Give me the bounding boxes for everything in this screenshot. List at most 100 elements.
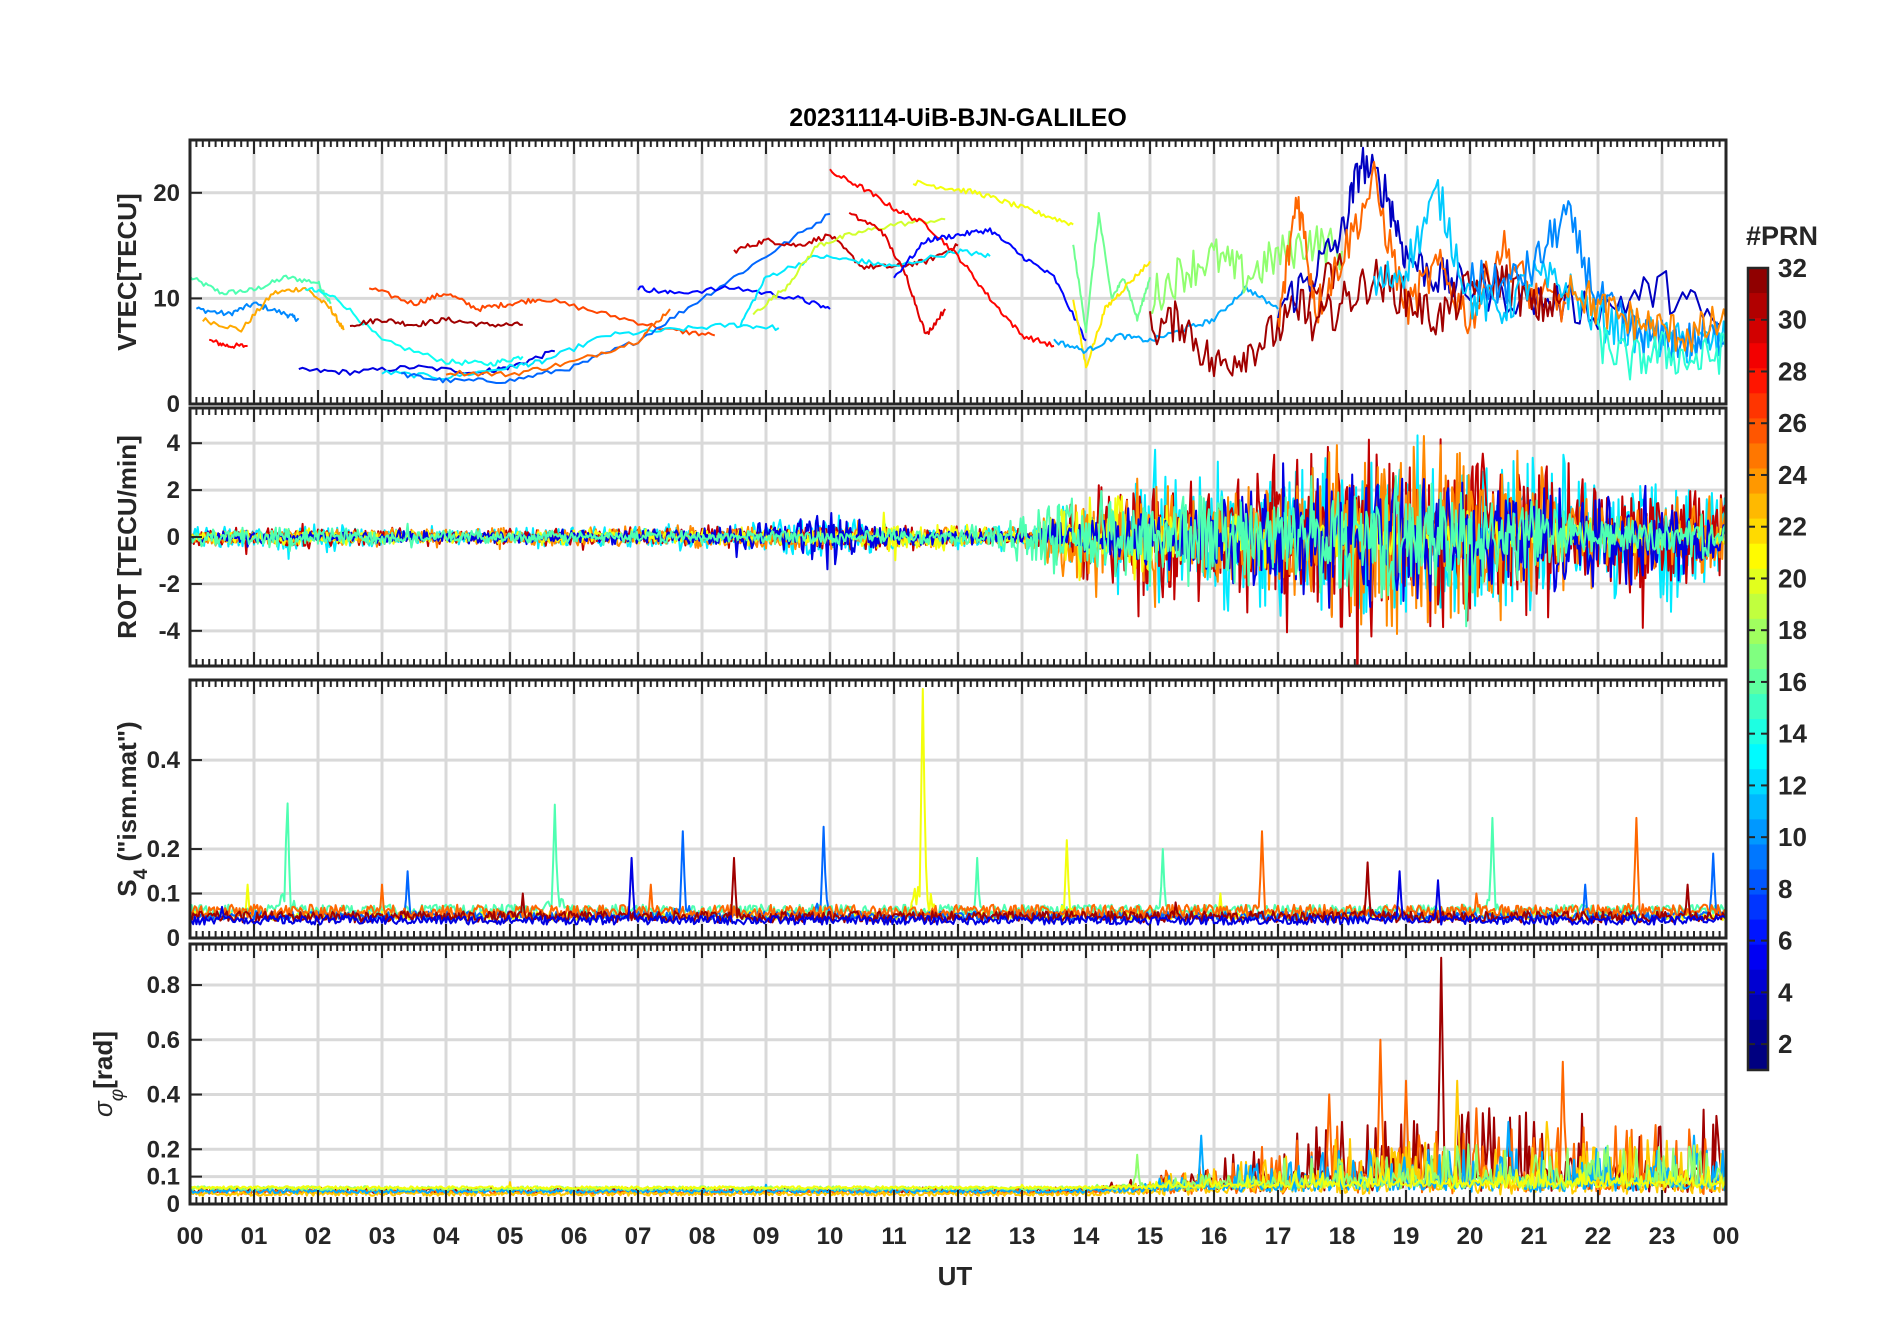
series-group-s4 — [190, 687, 1726, 926]
x-tick-label: 01 — [241, 1223, 268, 1250]
series-prn-4 — [190, 856, 1726, 926]
x-tick-label: 13 — [1009, 1223, 1036, 1250]
colorbar-segment — [1748, 794, 1768, 820]
x-tick-label: 00 — [177, 1223, 204, 1250]
x-tick-label: 15 — [1137, 1223, 1164, 1250]
x-tick-label: 23 — [1649, 1223, 1676, 1250]
series-prn-12 — [739, 248, 991, 327]
series-prn-15 — [190, 274, 332, 305]
colorbar-segment — [1748, 994, 1768, 1021]
y-axis-label-rest: [rad] — [88, 1031, 118, 1089]
colorbar-tick-label: 26 — [1778, 408, 1807, 438]
y-tick-label: 0 — [167, 524, 180, 551]
y-axis-label-main: σ — [88, 1100, 118, 1117]
x-tick-label: 08 — [689, 1223, 716, 1250]
x-tick-labels: 00 01 02 03 04 05 06 07 08 09 10 11 12 13 14 15 16 17 18 19… — [177, 1223, 1740, 1250]
x-tick-label: 22 — [1585, 1223, 1612, 1250]
colorbar-tick-label: 4 — [1778, 977, 1793, 1007]
colorbar-tick-label: 8 — [1778, 874, 1792, 904]
colorbar-segment — [1748, 493, 1768, 520]
y-tick-label: 0.1 — [147, 1164, 180, 1191]
colorbar-segment — [1748, 543, 1768, 570]
colorbar-segment — [1748, 443, 1768, 470]
y-tick-label: 0.2 — [147, 1136, 180, 1163]
colorbar-segment — [1748, 518, 1768, 545]
colorbar-tick-label: 30 — [1778, 305, 1807, 335]
x-tick-label: 07 — [625, 1223, 652, 1250]
colorbar-tick-label: 20 — [1778, 563, 1807, 593]
series-prn-19 — [752, 217, 946, 316]
x-tick-label: 05 — [497, 1223, 524, 1250]
colorbar-tick-label: 28 — [1778, 356, 1807, 386]
colorbar-segment — [1748, 418, 1768, 445]
y-tick-label: 0.1 — [147, 881, 180, 908]
series-prn-20 — [912, 179, 1074, 227]
colorbar-segment — [1748, 568, 1768, 595]
colorbar-segment — [1748, 293, 1768, 319]
colorbar-segment — [1748, 944, 1768, 971]
series-prn-4 — [298, 349, 555, 376]
y-tick-label: 0 — [167, 391, 180, 418]
x-tick-label: 00 — [1713, 1223, 1740, 1250]
series-prn-3 — [1277, 146, 1721, 330]
colorbar-label: #PRN — [1746, 221, 1818, 251]
colorbar-tick-label: 18 — [1778, 615, 1807, 645]
series-prn-26 — [368, 287, 716, 337]
series-prn-25 — [445, 308, 671, 378]
x-tick-label: 09 — [753, 1223, 780, 1250]
colorbar-segment — [1748, 969, 1768, 996]
colorbar-segment — [1748, 593, 1768, 620]
series-prn-5 — [637, 285, 831, 310]
colorbar-segment — [1748, 869, 1768, 896]
x-minor-ticks — [189, 140, 1727, 404]
series-prn-10 — [1053, 285, 1279, 354]
y-tick-label: 0 — [167, 1191, 180, 1218]
panel-s4: 00.10.20.4S4 ("ism.mat") — [112, 678, 1728, 952]
colorbar-segment — [1748, 618, 1768, 645]
x-tick-label: 16 — [1201, 1223, 1228, 1250]
colorbar-segment — [1748, 343, 1768, 369]
series-prn-17 — [1149, 225, 1343, 314]
series-prn-9 — [195, 301, 300, 322]
colorbar-segment — [1748, 694, 1768, 720]
colorbar-segment — [1748, 468, 1768, 495]
series-group-rot — [190, 434, 1726, 666]
y-axis-label-subscript: 4 — [131, 868, 152, 879]
x-minor-ticks — [189, 408, 1727, 666]
x-tick-label: 11 — [881, 1223, 906, 1250]
y-axis-label: σφ[rad] — [88, 1031, 128, 1117]
y-axis-label: S4 ("ism.mat") — [112, 721, 152, 896]
y-tick-label: -2 — [159, 571, 180, 598]
y-axis-label: VTEC[TECU] — [112, 193, 142, 350]
series-prn-21 — [1072, 260, 1151, 369]
colorbar-segment — [1748, 393, 1768, 419]
series-prn-28 — [209, 338, 248, 349]
series-prn-28 — [829, 168, 1055, 348]
series-prn-15 — [190, 475, 1726, 628]
colorbar-tick-label: 32 — [1778, 253, 1807, 283]
colorbar-segment — [1748, 318, 1768, 344]
series-prn-20 — [190, 1164, 1726, 1190]
series-prn-29 — [848, 211, 947, 335]
series-prn-24 — [1565, 274, 1726, 353]
x-tick-label: 17 — [1265, 1223, 1292, 1250]
x-tick-label: 03 — [369, 1223, 396, 1250]
colorbar-tick-label: 6 — [1778, 926, 1792, 956]
x-minor-ticks — [189, 680, 1727, 938]
colorbar-tick-label: 22 — [1778, 512, 1807, 542]
colorbar-tick-label: 24 — [1778, 460, 1807, 490]
panel-vtec: 0 10 20 VTEC[TECU] — [112, 138, 1728, 418]
y-tick-label: -4 — [159, 618, 181, 645]
x-tick-label: 20 — [1457, 1223, 1484, 1250]
x-tick-label: 02 — [305, 1223, 332, 1250]
series-prn-13 — [304, 286, 524, 367]
y-axis-label-rest: ("ism.mat") — [112, 721, 142, 868]
x-tick-label: 21 — [1521, 1223, 1548, 1250]
colorbar-tick-label: 16 — [1778, 667, 1807, 697]
x-axis-label: UT — [938, 1261, 973, 1291]
colorbar-frame — [1746, 266, 1770, 1072]
x-minor-ticks — [189, 944, 1727, 1204]
